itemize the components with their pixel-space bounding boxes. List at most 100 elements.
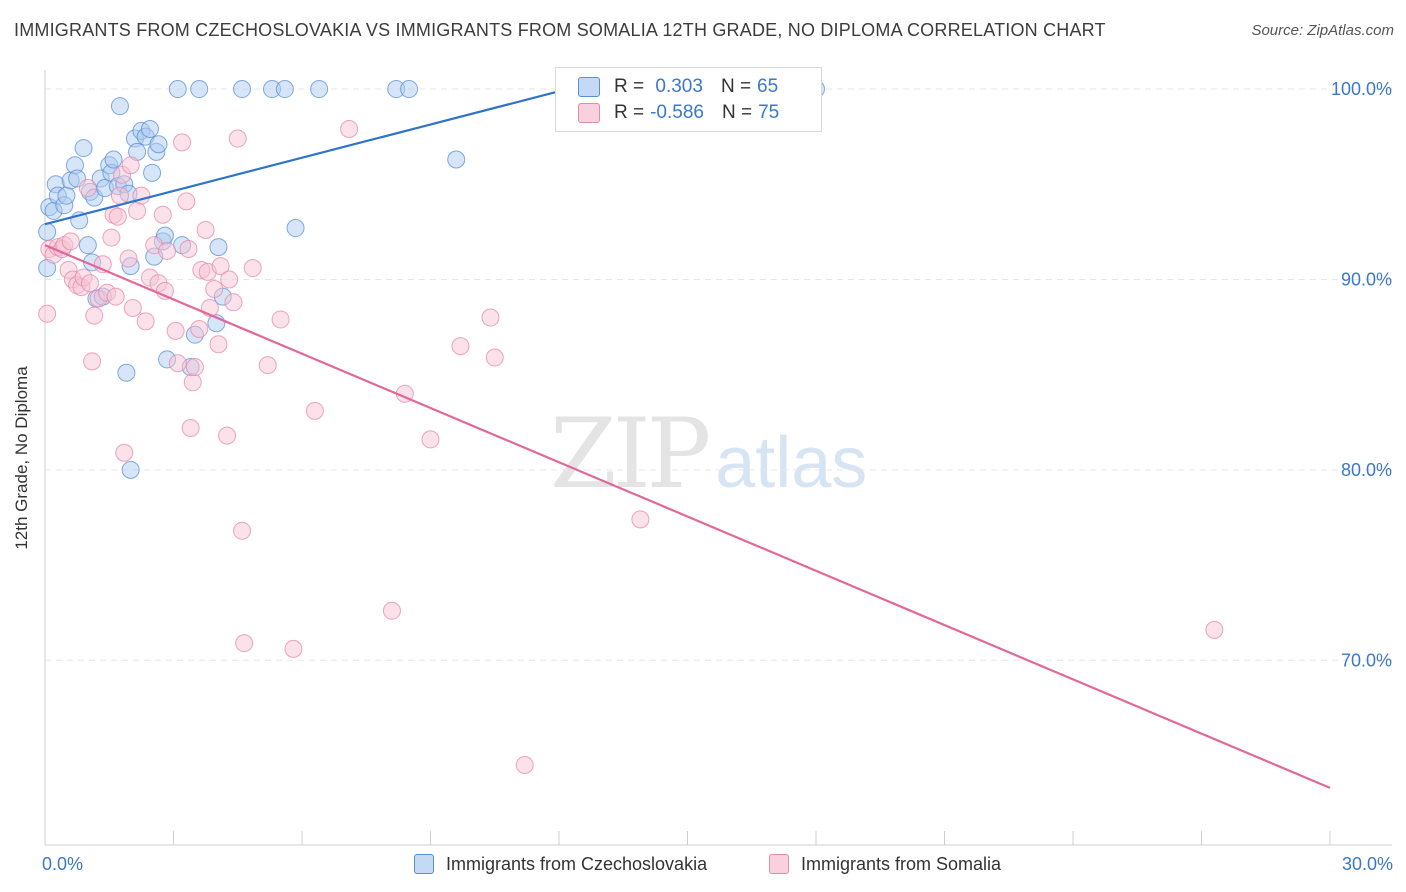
point-somalia <box>128 201 147 220</box>
point-somalia <box>243 259 262 278</box>
point-czechoslovakia <box>190 80 209 99</box>
point-czechoslovakia <box>275 80 294 99</box>
point-somalia <box>190 319 209 338</box>
point-czechoslovakia <box>149 135 168 154</box>
point-somalia <box>85 306 104 325</box>
legend-n-value: 75 <box>758 102 780 123</box>
point-somalia <box>153 205 172 224</box>
point-czechoslovakia <box>143 163 162 182</box>
point-somalia <box>196 220 215 239</box>
point-czechoslovakia <box>140 120 159 139</box>
point-somalia <box>102 228 121 247</box>
point-czechoslovakia <box>168 80 187 99</box>
point-somalia <box>123 299 142 318</box>
point-somalia <box>305 401 324 420</box>
bottom-legend-label: Immigrants from Somalia <box>801 853 1002 874</box>
point-somalia <box>284 639 303 658</box>
bottom-legend-swatch-pink <box>769 854 789 874</box>
point-czechoslovakia <box>121 460 140 479</box>
trend-lines <box>44 87 1331 789</box>
point-somalia <box>258 356 277 375</box>
point-somalia <box>382 601 401 620</box>
x-tick-label: 30.0% <box>1342 854 1393 874</box>
point-somalia <box>224 293 243 312</box>
point-czechoslovakia <box>400 80 419 99</box>
grid-lines <box>45 88 1392 661</box>
point-somalia <box>481 308 500 327</box>
point-somalia <box>185 358 204 377</box>
legend-row-czechoslovakia: R = 0.303 N = 65 <box>578 75 778 99</box>
point-czechoslovakia <box>209 238 228 257</box>
point-somalia <box>220 270 239 289</box>
bottom-legend-swatch-blue <box>414 854 434 874</box>
legend-n-label: N = <box>720 76 752 97</box>
point-somalia <box>233 521 252 540</box>
point-somalia <box>110 186 129 205</box>
point-somalia <box>177 192 196 211</box>
point-somalia <box>421 430 440 449</box>
point-somalia <box>340 120 359 139</box>
legend-n-label: N = <box>721 102 753 123</box>
y-axis-label: 12th Grade, No Diploma <box>12 366 31 550</box>
bottom-legend-czechoslovakia: Immigrants from Czechoslovakia <box>414 852 707 876</box>
point-somalia <box>209 335 228 354</box>
point-somalia <box>115 443 134 462</box>
source-credit: Source: ZipAtlas.com <box>1251 22 1394 39</box>
point-somalia <box>211 257 230 276</box>
y-tick-label: 90.0% <box>1341 269 1392 289</box>
point-somalia <box>515 756 534 775</box>
point-somalia <box>38 304 57 323</box>
point-somalia <box>179 239 198 258</box>
point-somalia <box>136 312 155 331</box>
point-czechoslovakia <box>447 150 466 169</box>
point-somalia <box>218 426 237 445</box>
point-somalia <box>80 274 99 293</box>
legend-r-value: -0.586 <box>650 102 704 123</box>
point-somalia <box>631 510 650 529</box>
trend-line-somalia <box>44 244 1331 789</box>
point-czechoslovakia <box>74 139 93 158</box>
point-somalia <box>451 337 470 356</box>
point-czechoslovakia <box>78 236 97 255</box>
point-somalia <box>121 156 140 175</box>
point-somalia <box>61 232 80 251</box>
point-somalia <box>235 634 254 653</box>
point-czechoslovakia <box>38 222 57 241</box>
point-somalia <box>183 373 202 392</box>
point-somalia <box>78 179 97 198</box>
trend-line-czechoslovakia <box>44 87 568 226</box>
point-somalia <box>108 207 127 226</box>
point-somalia <box>168 354 187 373</box>
point-czechoslovakia <box>233 80 252 99</box>
point-czechoslovakia <box>286 219 305 238</box>
point-somalia <box>158 241 177 260</box>
legend-r-label: R = <box>614 76 645 97</box>
point-somalia <box>83 352 102 371</box>
y-tick-label: 100.0% <box>1331 79 1392 99</box>
chart-title: IMMIGRANTS FROM CZECHOSLOVAKIA VS IMMIGR… <box>14 20 1106 40</box>
point-somalia <box>119 249 138 268</box>
legend-swatch-blue <box>578 77 600 97</box>
point-czechoslovakia <box>310 80 329 99</box>
y-tick-label: 80.0% <box>1341 460 1392 480</box>
legend-swatch-pink <box>578 103 600 123</box>
legend-r-value: 0.303 <box>650 76 703 97</box>
tick-labels: 70.0% 80.0% 90.0% 100.0% 0.0% 30.0% <box>42 79 1393 874</box>
point-czechoslovakia <box>104 150 123 169</box>
point-somalia <box>1205 620 1224 639</box>
series-somalia-points <box>38 120 1224 775</box>
point-czechoslovakia <box>117 363 136 382</box>
point-somalia <box>271 310 290 329</box>
point-somalia <box>106 287 125 306</box>
axes <box>44 70 1392 846</box>
bottom-legend-label: Immigrants from Czechoslovakia <box>446 853 708 874</box>
bottom-legend-somalia: Immigrants from Somalia <box>769 852 1001 876</box>
legend-r-label: R = <box>614 102 645 123</box>
correlation-legend: R = 0.303 N = 65 R = -0.586 N = 75 <box>555 67 822 132</box>
x-tick-label: 0.0% <box>42 854 83 874</box>
point-somalia <box>173 133 192 152</box>
y-tick-label: 70.0% <box>1341 650 1392 670</box>
point-czechoslovakia <box>57 186 76 205</box>
watermark-atlas: atlas <box>715 423 868 503</box>
